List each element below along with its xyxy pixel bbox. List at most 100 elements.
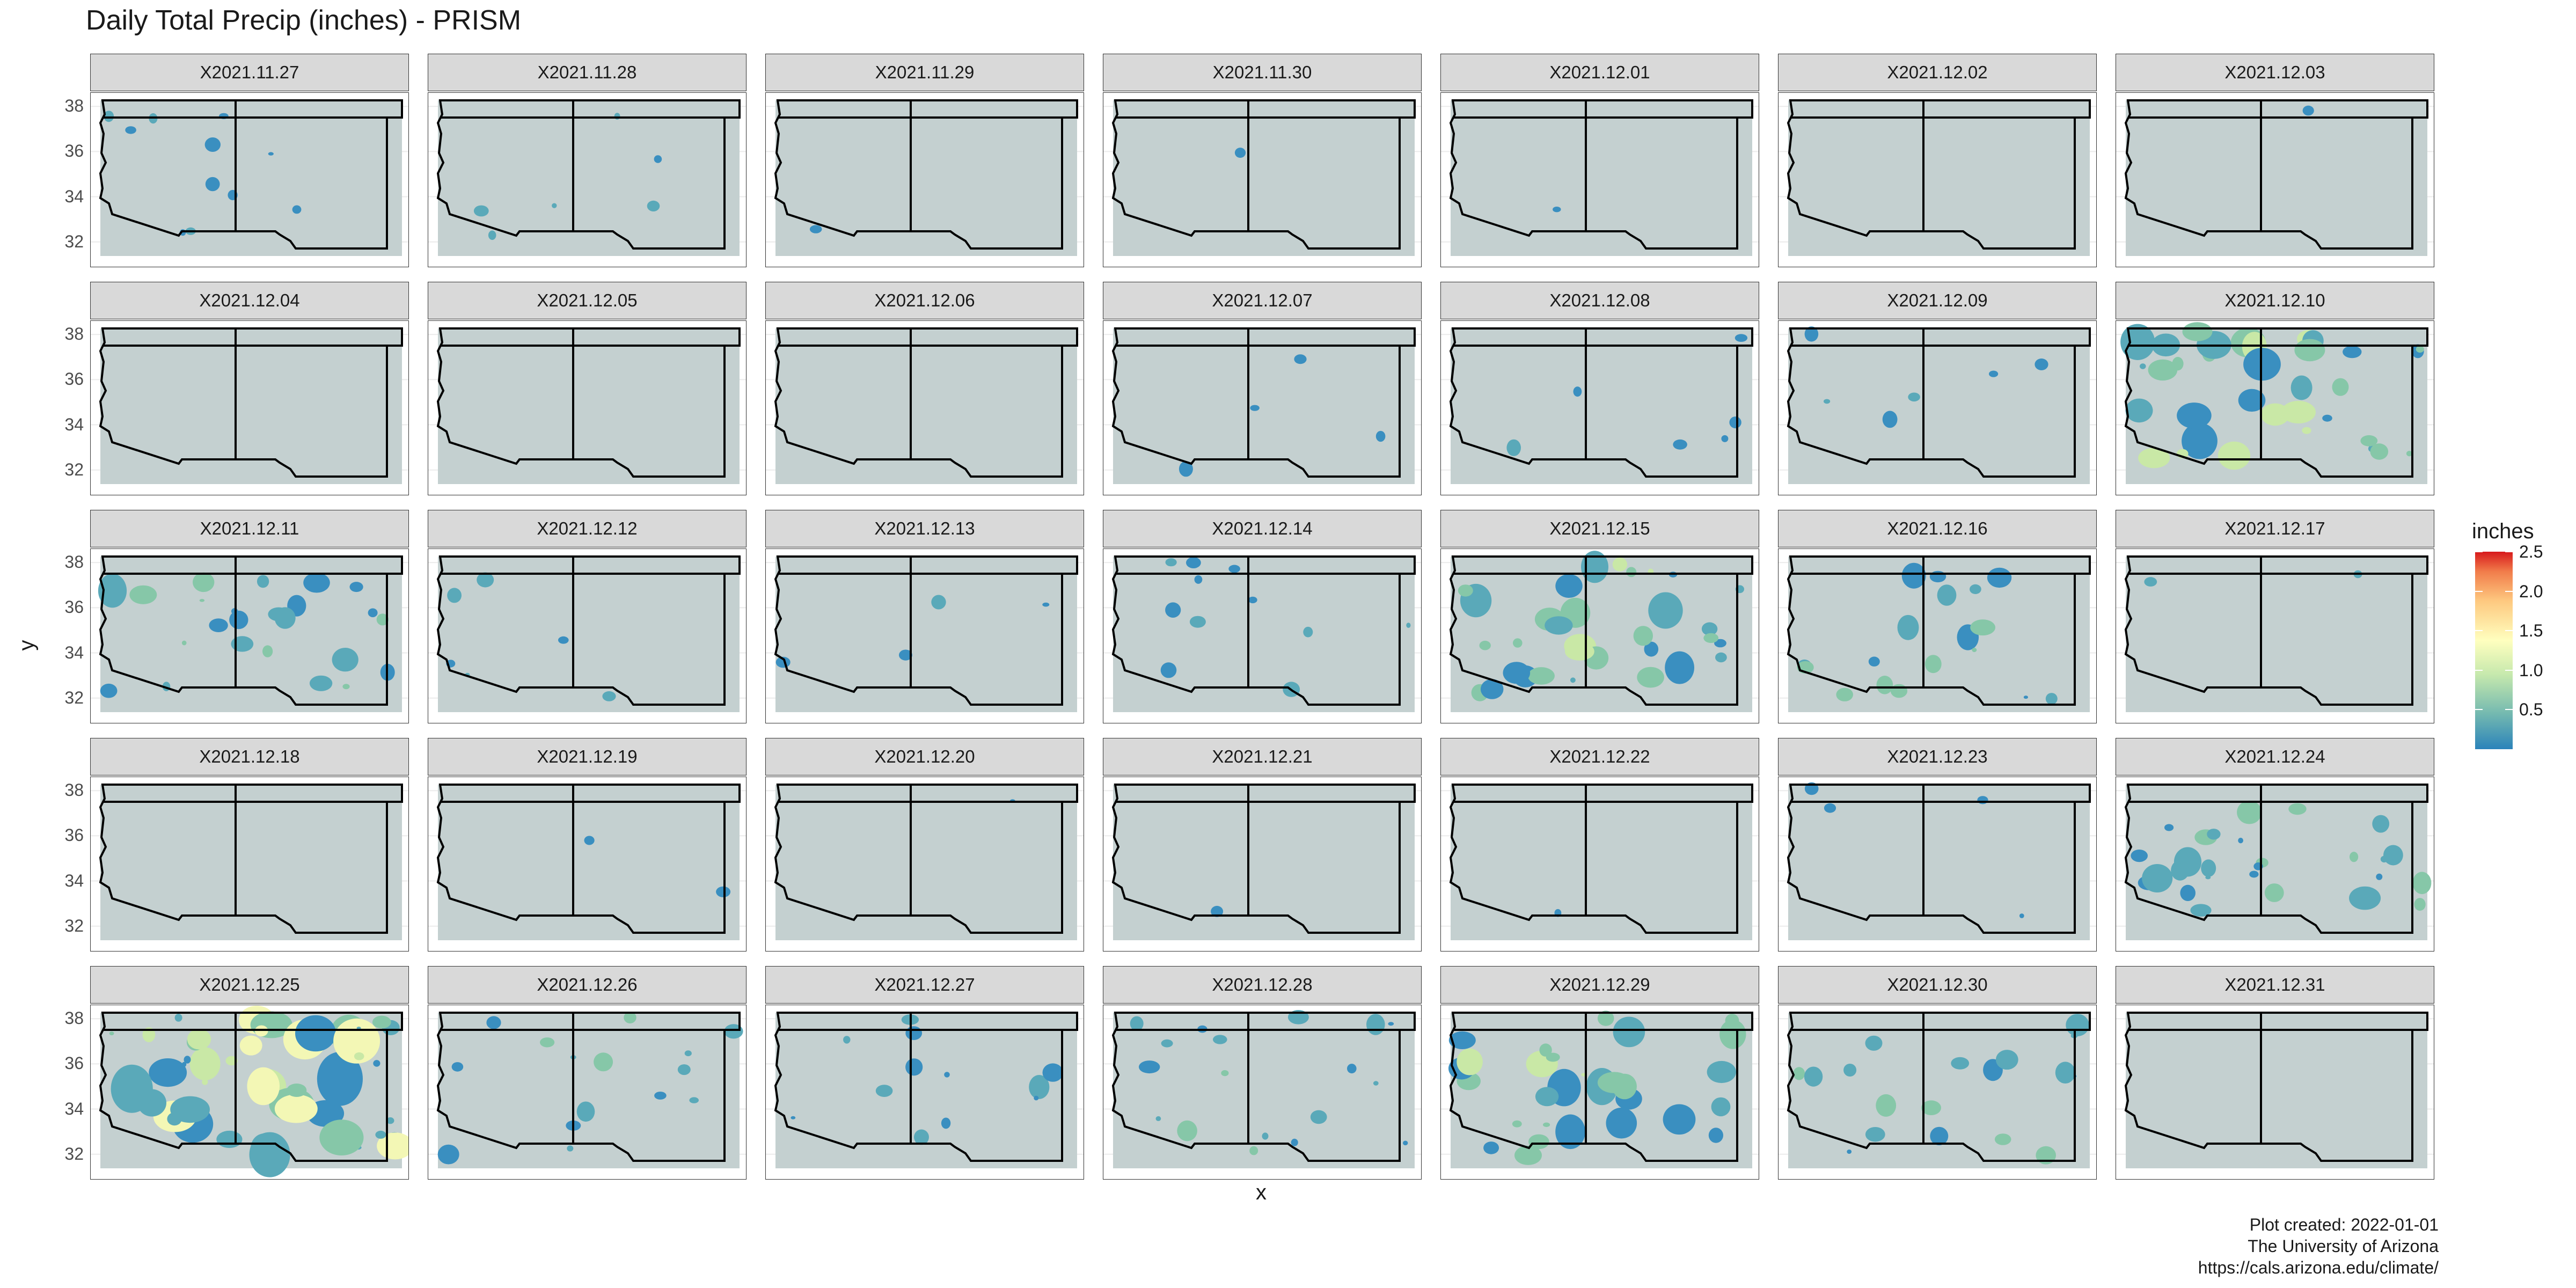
y-tick-label: 32 [64,1144,84,1163]
precip-cell [1921,1100,1941,1115]
precip-cell [1528,1134,1549,1150]
precip-cell [1581,551,1608,583]
precip-cell [1626,567,1637,577]
precip-cell [342,684,350,690]
precip-cell [2281,400,2316,424]
precip-cell [1458,584,1473,597]
facet-map [1103,1010,1421,1168]
precip-cell [1366,1014,1385,1035]
raster-background [1788,328,2090,484]
facet-map [766,327,1084,484]
precip-cell [376,613,389,626]
precip-cell [386,1117,394,1124]
state-outline [774,99,1078,250]
chart-title: Daily Total Precip (inches) - PRISM [86,5,522,36]
legend-tick [2475,551,2513,552]
precip-cell [1503,662,1531,684]
precip-cell [899,649,912,661]
precip-cell [1714,639,1726,648]
precip-cell [1375,430,1386,442]
raster-background [100,100,402,256]
precip-cell [477,572,494,588]
precip-cell [1836,687,1853,701]
precip-cell [724,1024,743,1039]
facet-panel: X2021.12.12 [428,510,747,723]
facet-plot-area [428,92,747,267]
state-outline [1111,99,1416,250]
raster-background [100,328,402,484]
precip-cell [1606,1107,1637,1139]
precip-cell [1565,642,1594,661]
precip-cell [1804,1066,1823,1087]
precip-cell [2190,904,2212,917]
facet-strip-label: X2021.12.09 [1778,282,2097,319]
precip-cell [1644,641,1659,657]
precip-cell [944,1072,950,1078]
facet-map [1103,784,1421,940]
raster-background [2126,100,2427,256]
facet-plot-area [428,548,747,723]
precip-cell [2343,346,2362,358]
precip-cell [647,200,660,211]
raster-background [1113,557,1415,712]
precip-cell [216,1130,243,1148]
precip-cell [2148,359,2178,381]
precip-cell [809,225,822,233]
precip-cell [205,177,220,192]
raster-background [1451,328,1752,484]
precip-cell [2332,378,2349,396]
facet-strip-label: X2021.12.10 [2116,282,2434,319]
precip-cell [1294,354,1307,364]
precip-cell [2140,363,2146,369]
precip-cell [1248,596,1257,604]
facet-plot-area [90,320,409,495]
facet-plot-area [765,92,1084,267]
precip-cell [2125,398,2153,423]
raster-background [1113,785,1415,940]
facet-plot-area [1103,777,1422,952]
facet-strip-label: X2021.12.14 [1103,510,1422,547]
precip-cell [1648,592,1683,629]
facet-panel: X2021.12.28 [1103,966,1422,1180]
precip-cell [905,1026,923,1040]
precip-cell [1715,652,1727,663]
raster-background [438,100,740,256]
facet-strip-label: X2021.12.15 [1440,510,1759,547]
precip-cell [654,1092,667,1100]
precip-cell [187,1029,211,1050]
raster-background [1788,785,2090,940]
caption-url: https://cals.arizona.edu/climate/ [2198,1258,2439,1277]
facet-map [2116,1012,2434,1168]
state-outline [1111,555,1416,706]
facet-plot-area [90,548,409,723]
facet-strip-label: X2021.11.28 [428,54,747,91]
precip-cell [2290,375,2312,400]
facet-panel: X2021.12.24 [2116,738,2434,952]
y-tick-label: 36 [64,825,84,845]
facet-panel: X2021.12.13 [765,510,1084,723]
precip-cell [1897,614,1919,640]
precip-cell [437,1144,459,1165]
precip-cell [1480,679,1504,699]
precip-cell [1513,638,1523,648]
facet-plot-area [765,777,1084,952]
facet-strip-label: X2021.12.26 [428,966,747,1004]
precip-cell [1388,1022,1394,1026]
facet-plot-area [90,777,409,952]
precip-cell [1250,405,1260,411]
precip-cell [941,1117,951,1129]
state-outline [1787,327,2091,478]
facet-strip-label: X2021.11.27 [90,54,409,91]
precip-cell [1930,1126,1949,1146]
precip-cell [1512,1120,1522,1128]
precip-cell [375,1130,386,1139]
legend-break-label: 1.5 [2519,621,2543,641]
precip-cell [2142,864,2173,892]
legend-tick [2475,630,2513,632]
precip-cell [1613,1016,1645,1048]
precip-cell [2360,435,2378,447]
precip-cell [1165,602,1181,618]
facet-plot-area [765,1005,1084,1180]
precip-cell [1213,1035,1227,1044]
precip-cell [1847,1150,1852,1154]
